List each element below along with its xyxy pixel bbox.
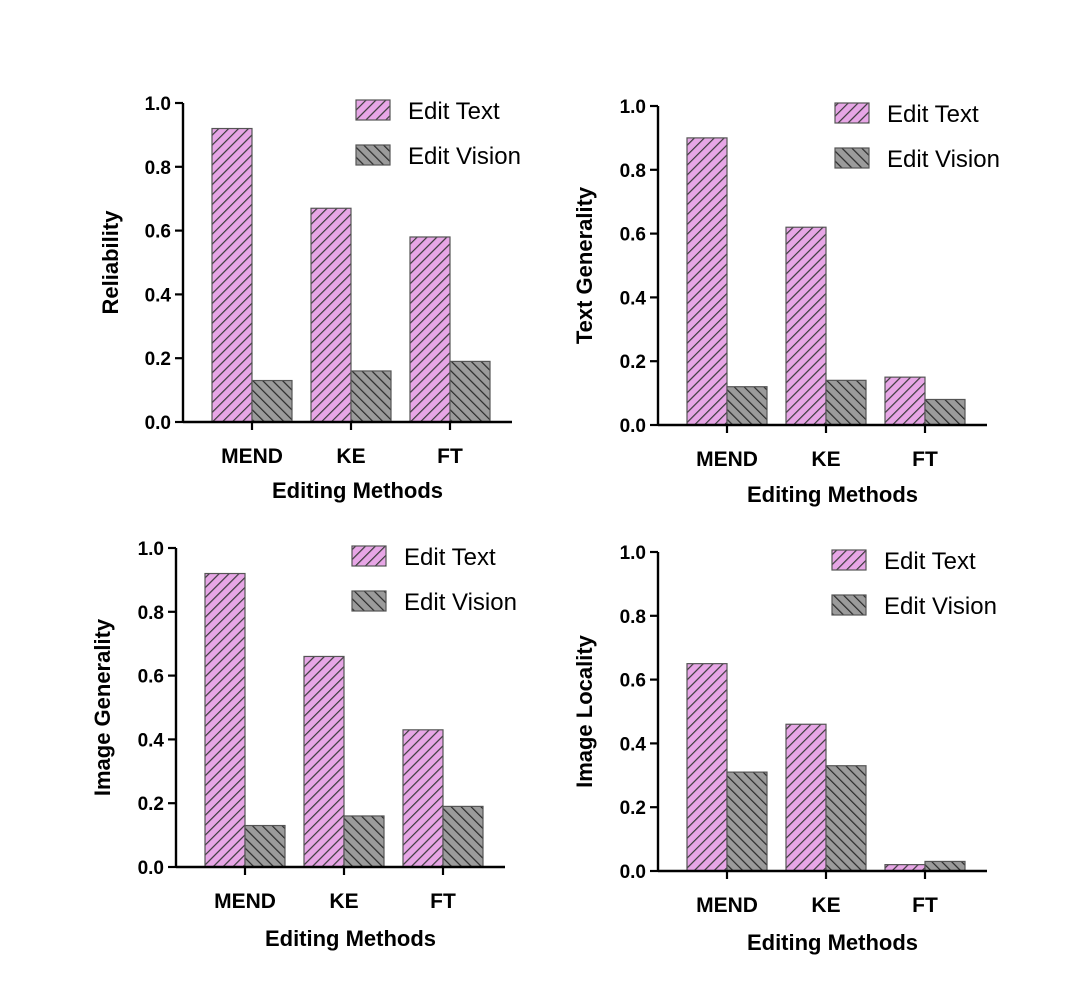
bar-edit-vision-ke [350,370,392,423]
legend-label-edit-vision: Edit Vision [408,143,521,170]
x-axis-title: Editing Methods [265,926,436,951]
y-tick-label: 0.6 [620,671,646,692]
bar-edit-text-ke [303,655,345,868]
bar-edit-text-ke [785,226,827,426]
y-tick-label: 1.0 [620,97,646,118]
bar-edit-vision-ke [825,379,867,426]
y-tick-label: 0.8 [620,607,646,628]
y-tick-label: 0.6 [145,222,171,243]
bar-edit-text-mend [211,127,253,423]
x-tick-label: KE [336,445,365,468]
bar-edit-text-ke [310,207,352,423]
bar-edit-vision-mend [251,379,293,423]
y-tick-label: 0.6 [620,225,646,246]
bar-edit-vision-ft [449,360,491,423]
chart-panel-3: 0.0 0.2 0.4 0.6 0.8 1.0 MEND KE FT Editing Method… [90,539,517,951]
bar-edit-vision-ft [924,860,966,872]
legend-label-edit-text: Edit Text [404,544,496,571]
chart-panel-2: 0.0 0.2 0.4 0.6 0.8 1.0 MEND KE FT Editing Method… [572,97,1000,507]
y-axis-title: Image Locality [572,634,597,788]
legend-swatch-edit-text [355,99,391,121]
bar-edit-vision-ft [442,805,484,868]
x-tick-label: MEND [696,894,758,917]
x-tick-label: MEND [696,448,758,471]
bar-edit-vision-ft [924,398,966,426]
bar-edit-vision-mend [726,386,768,426]
y-tick-label: 0.2 [620,352,646,373]
x-tick-label: KE [811,448,840,471]
legend-label-edit-text: Edit Text [887,101,979,128]
bar-edit-text-ft [884,376,926,426]
x-axis-title: Editing Methods [747,930,918,955]
y-tick-label: 1.0 [145,94,171,115]
bar-edit-text-ke [785,723,827,872]
bar-edit-text-mend [686,137,728,426]
y-tick-label: 0.6 [138,667,164,688]
y-axis-title: Text Generality [572,186,597,344]
y-axis-title: Image Generality [90,618,115,796]
y-tick-label: 0.4 [620,288,647,309]
y-tick-label: 0.0 [620,416,646,437]
legend-swatch-edit-vision [831,594,867,616]
y-tick-label: 0.2 [620,798,646,819]
y-tick-label: 0.8 [138,603,164,624]
y-tick-label: 0.8 [145,158,171,179]
y-tick-label: 0.2 [145,349,171,370]
legend-label-edit-vision: Edit Vision [884,593,997,620]
legend-swatch-edit-vision [834,147,870,169]
y-tick-label: 0.8 [620,161,646,182]
x-axis-title: Editing Methods [747,482,918,507]
y-tick-label: 0.0 [138,858,164,879]
y-tick-label: 1.0 [620,543,646,564]
legend-swatch-edit-vision [355,144,391,166]
y-tick-label: 0.0 [620,862,646,883]
chart-panel-1: 0.0 0.2 0.4 0.6 0.8 1.0 MEND KE FT Editing Method… [98,94,521,503]
legend-label-edit-text: Edit Text [884,548,976,575]
x-tick-label: KE [329,890,358,913]
bar-edit-text-ft [402,729,444,868]
y-tick-label: 0.2 [138,794,164,815]
bar-edit-vision-mend [244,824,286,868]
x-tick-label: FT [912,448,938,471]
x-tick-label: FT [912,894,938,917]
x-axis-title: Editing Methods [272,478,443,503]
x-tick-label: MEND [214,890,276,913]
y-axis-title: Reliability [98,210,123,315]
legend-swatch-edit-vision [351,590,387,612]
legend-label-edit-text: Edit Text [408,98,500,125]
x-tick-label: MEND [221,445,283,468]
bar-edit-text-mend [686,663,728,872]
y-tick-label: 0.4 [138,730,165,751]
x-tick-label: FT [430,890,456,913]
legend-label-edit-vision: Edit Vision [887,146,1000,173]
x-tick-label: KE [811,894,840,917]
bar-edit-text-mend [204,572,246,868]
legend-swatch-edit-text [831,549,867,571]
y-tick-label: 0.0 [145,413,171,434]
x-tick-label: FT [437,445,463,468]
y-tick-label: 0.4 [145,285,172,306]
bar-edit-vision-ke [825,765,867,872]
bar-edit-text-ft [409,236,451,423]
y-tick-label: 0.4 [620,734,647,755]
chart-panel-4: 0.0 0.2 0.4 0.6 0.8 1.0 MEND KE FT Editing Method… [572,543,997,955]
legend-swatch-edit-text [351,545,387,567]
y-tick-label: 1.0 [138,539,164,560]
bar-edit-vision-mend [726,771,768,872]
legend-label-edit-vision: Edit Vision [404,589,517,616]
bar-edit-vision-ke [343,815,385,868]
legend-swatch-edit-text [834,102,870,124]
